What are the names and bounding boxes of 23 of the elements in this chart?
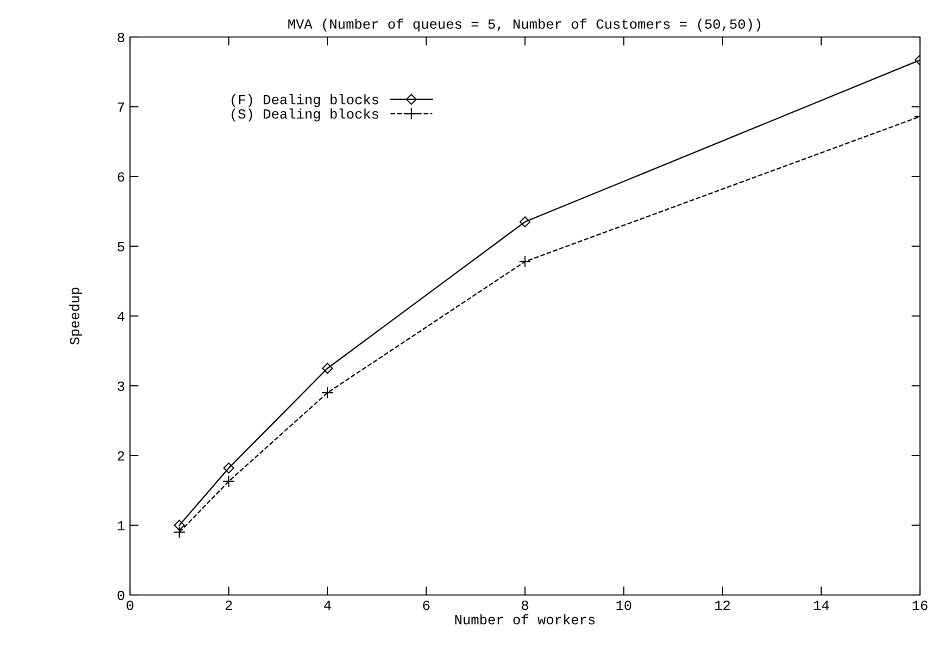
x-tick-label: 0: [126, 600, 134, 610]
chart-title: MVA (Number of queues = 5, Number of Customers = (50,50)): [288, 18, 760, 32]
x-tick-label: 10: [616, 600, 632, 610]
x-tick-label: 4: [324, 600, 331, 610]
legend-label: (S) Dealing blocks: [232, 108, 378, 122]
y-tick-label: 8: [118, 32, 124, 42]
x-axis-title: Number of workers: [455, 614, 595, 624]
x-tick-label: 8: [522, 600, 528, 610]
y-tick-label: 1: [118, 521, 124, 530]
x-tick-label: 16: [912, 600, 928, 610]
y-tick-label: 0: [118, 590, 124, 600]
x-tick-label: 6: [423, 600, 430, 610]
legend-label: (F) Dealing blocks: [232, 94, 378, 108]
x-tick-label: 2: [226, 600, 232, 610]
x-tick-label: 14: [814, 600, 829, 610]
y-tick-label: 3: [118, 381, 124, 391]
y-axis-title: Speedup: [69, 288, 82, 345]
y-tick-label: 7: [118, 102, 124, 112]
y-tick-label: 2: [118, 451, 124, 461]
y-tick-label: 5: [118, 242, 124, 252]
y-tick-label: 6: [118, 172, 124, 182]
y-tick-label: 4: [118, 312, 124, 322]
x-tick-label: 12: [715, 600, 730, 610]
